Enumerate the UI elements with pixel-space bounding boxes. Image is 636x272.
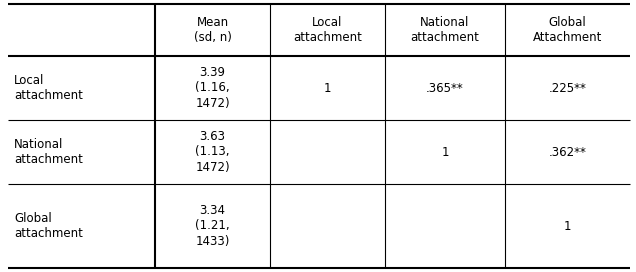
Text: 3.63
(1.13,
1472): 3.63 (1.13, 1472) — [195, 131, 230, 174]
Text: Local
attachment: Local attachment — [14, 74, 83, 102]
Text: 3.39
(1.16,
1472): 3.39 (1.16, 1472) — [195, 66, 230, 110]
Text: .225**: .225** — [549, 82, 586, 94]
Text: National
attachment: National attachment — [411, 16, 480, 44]
Text: National
attachment: National attachment — [14, 138, 83, 166]
Text: Global
attachment: Global attachment — [14, 212, 83, 240]
Text: Global
Attachment: Global Attachment — [533, 16, 602, 44]
Text: 1: 1 — [563, 220, 571, 233]
Text: 1: 1 — [441, 146, 449, 159]
Text: .365**: .365** — [426, 82, 464, 94]
Text: Local
attachment: Local attachment — [293, 16, 362, 44]
Text: Mean
(sd, n): Mean (sd, n) — [193, 16, 232, 44]
Text: 1: 1 — [324, 82, 331, 94]
Text: 3.34
(1.21,
1433): 3.34 (1.21, 1433) — [195, 205, 230, 248]
Text: .362**: .362** — [549, 146, 586, 159]
